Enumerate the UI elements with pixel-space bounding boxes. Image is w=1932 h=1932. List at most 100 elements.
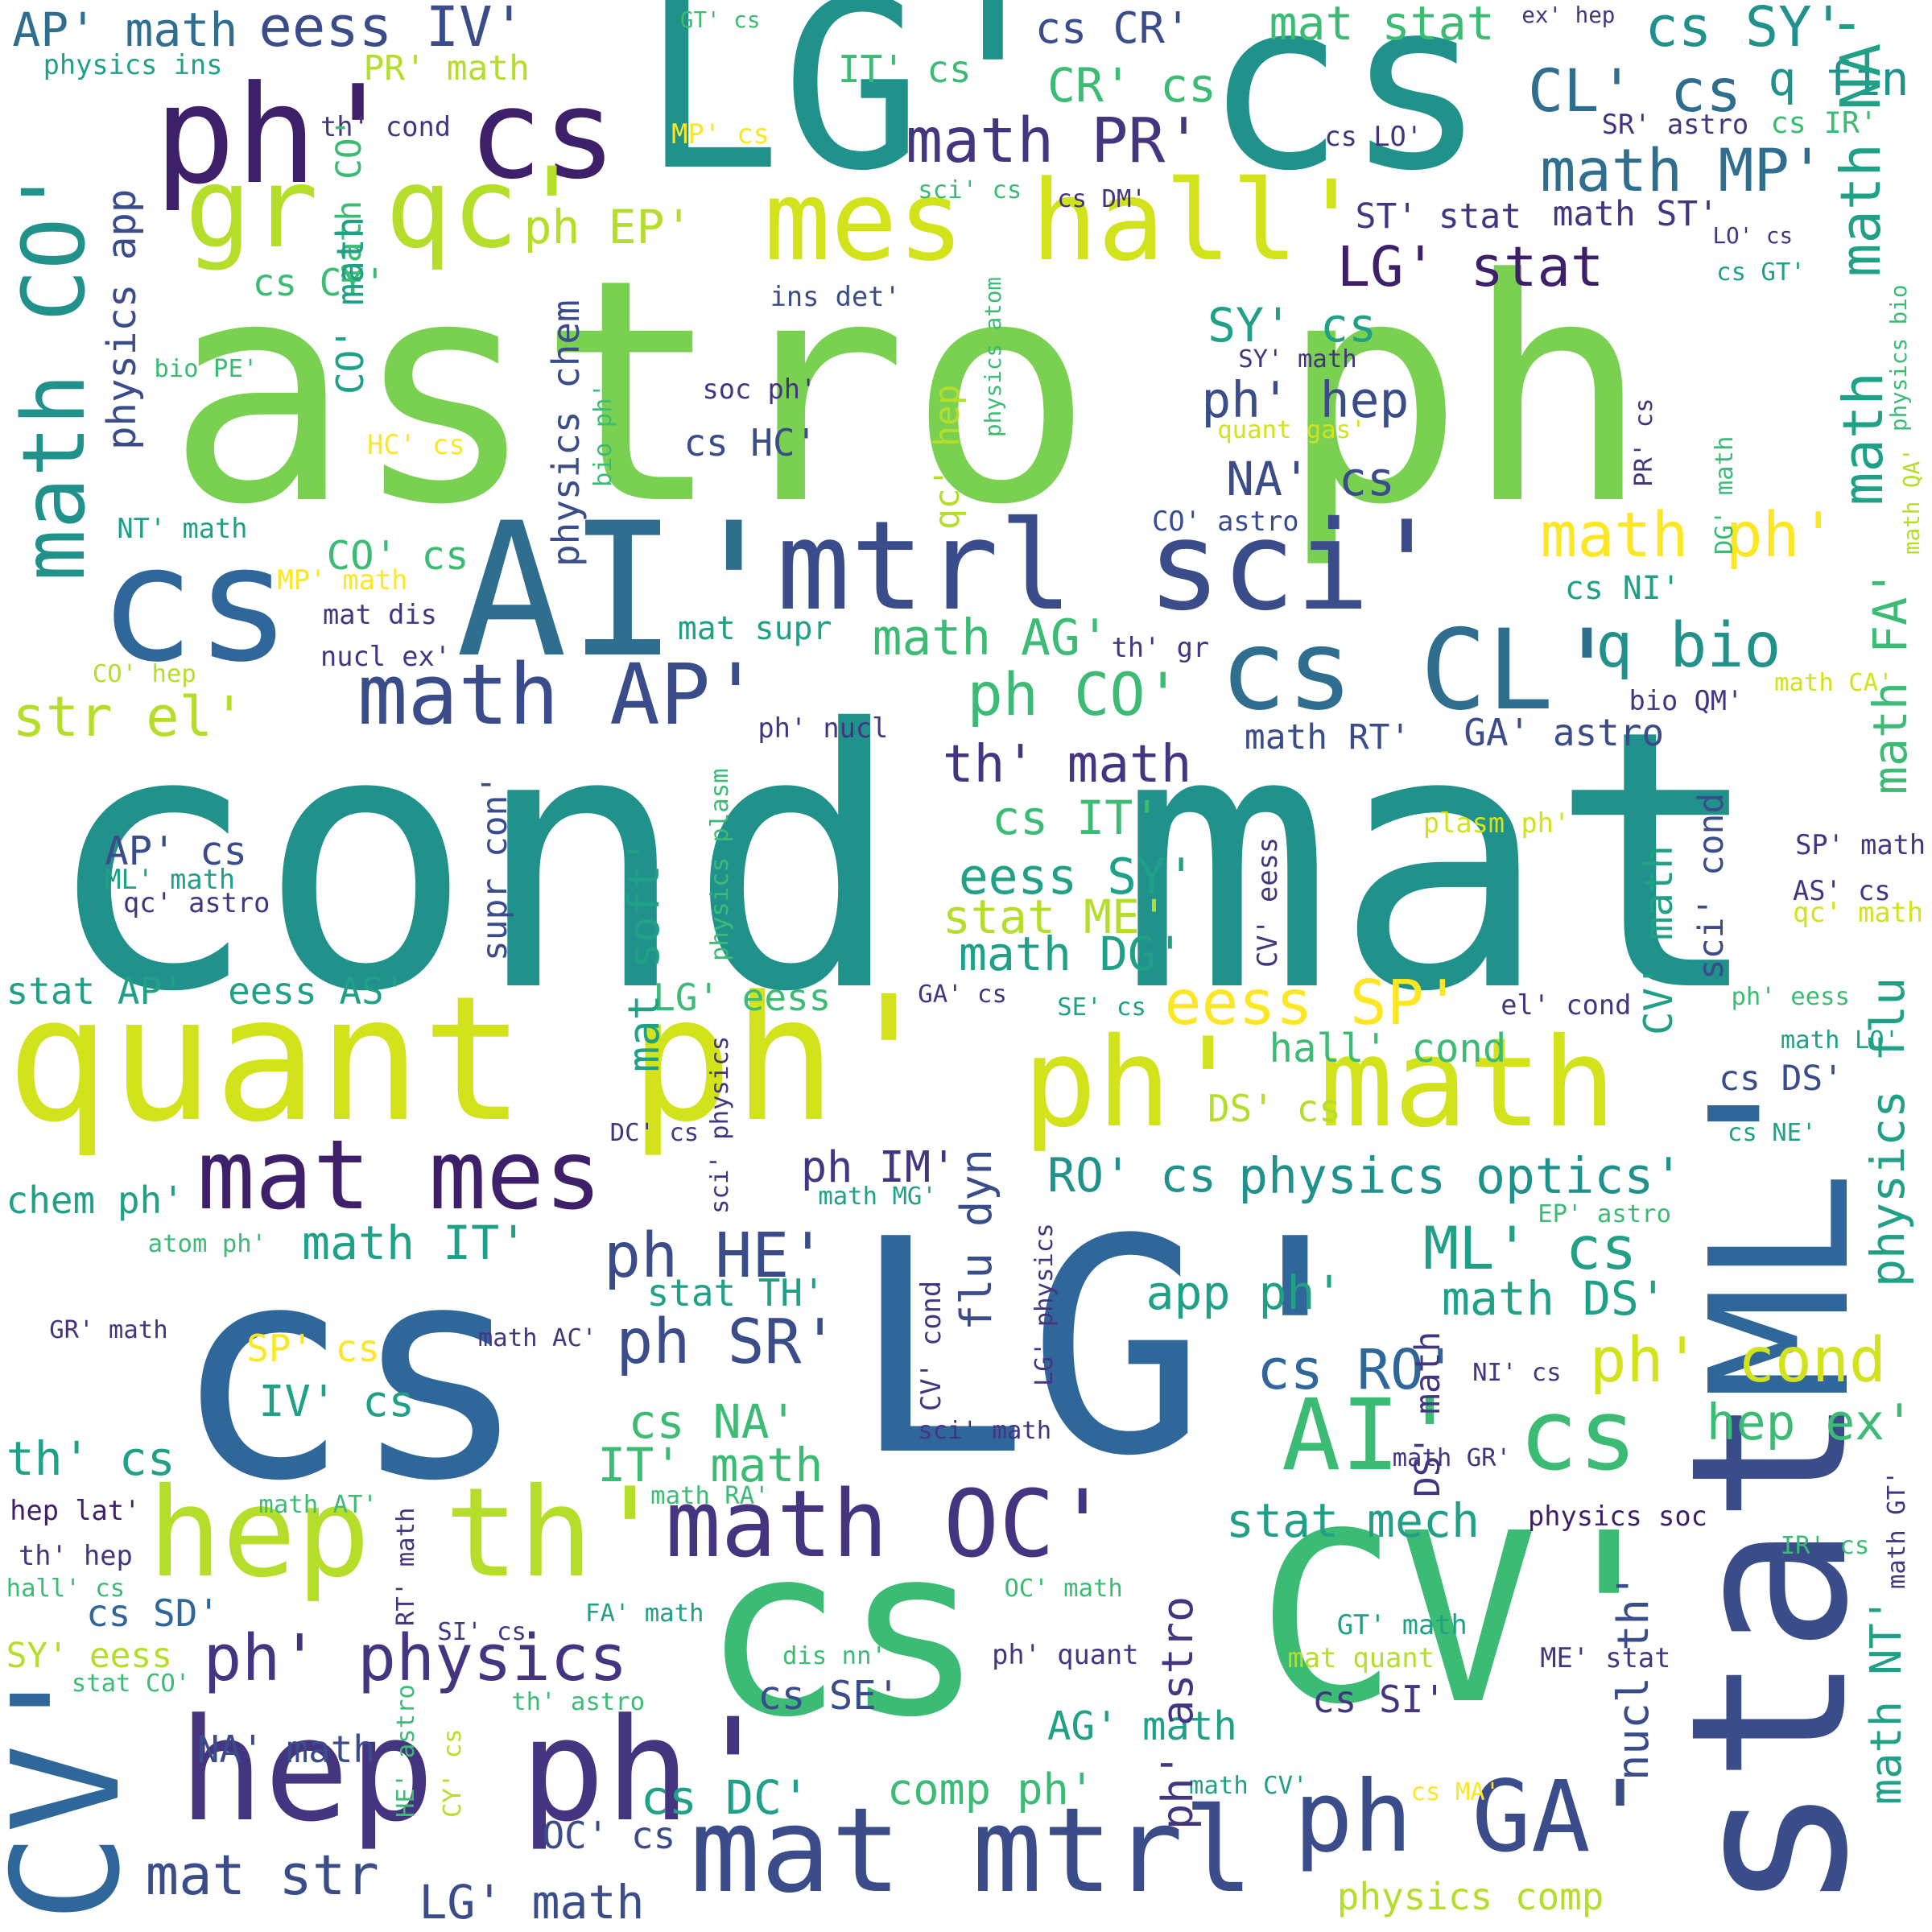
- cloud-word: ph' quant: [992, 1638, 1139, 1670]
- cloud-word: ST' stat: [1355, 196, 1522, 237]
- cloud-word: cs MA': [1410, 1777, 1501, 1806]
- cloud-word: CV' cond: [915, 1280, 947, 1411]
- cloud-word: physics bio: [1886, 284, 1913, 431]
- cloud-word: cs SI': [1312, 1678, 1446, 1722]
- cloud-word: sci' cs: [918, 175, 1022, 204]
- cloud-word: PR' math: [363, 48, 530, 89]
- cloud-word: cs SY': [1645, 0, 1846, 60]
- cloud-word: math MP': [1540, 137, 1826, 206]
- cloud-word: math RA': [650, 1482, 770, 1511]
- cloud-word: nucl th': [1608, 1572, 1659, 1781]
- cloud-word: qc' hep: [927, 384, 968, 530]
- cloud-word: stat: [1645, 1393, 1897, 1914]
- cloud-word: GA' cs: [918, 980, 1007, 1009]
- cloud-word: MP' math: [277, 564, 408, 597]
- cloud-word: CL' cs: [1527, 56, 1742, 126]
- cloud-word: sci' math: [918, 1417, 1052, 1446]
- cloud-word: comp ph': [887, 1764, 1096, 1815]
- cloud-word: HC' cs: [367, 428, 465, 460]
- cloud-word: LG' math: [419, 1875, 645, 1930]
- cloud-word: RO' cs: [1047, 1148, 1217, 1203]
- cloud-word: bio ph': [588, 382, 617, 487]
- cloud-word: math DG': [958, 926, 1184, 981]
- cloud-word: bio QM': [1629, 685, 1744, 717]
- cloud-word: CR' cs: [1047, 57, 1217, 113]
- cloud-word: cs: [468, 63, 617, 207]
- cloud-word: math RT': [1244, 717, 1411, 758]
- cloud-word: ex' hep: [1521, 2, 1616, 29]
- cloud-word: astro ph: [166, 214, 1650, 573]
- cloud-word: CY' cs: [438, 1728, 467, 1818]
- cloud-word: cs CY': [252, 261, 386, 305]
- cloud-word: ML' math: [105, 864, 236, 896]
- cloud-word: math MG': [818, 1183, 937, 1212]
- cloud-word: hep ex': [1706, 1394, 1914, 1452]
- cloud-word: SY' math: [1238, 345, 1357, 374]
- cloud-word: math ST': [1552, 193, 1719, 234]
- cloud-word: chem ph': [6, 1179, 184, 1223]
- cloud-word: plasm ph': [1422, 807, 1571, 839]
- cloud-word: SY' cs: [1208, 298, 1377, 353]
- cloud-word: LG' physics: [1030, 1223, 1059, 1386]
- cloud-word: eess SP': [1164, 968, 1461, 1040]
- cloud-word: soc ph': [702, 373, 817, 405]
- cloud-word: IT' math: [597, 1437, 824, 1492]
- cloud-word: math NT': [1860, 1597, 1911, 1806]
- cloud-word: ph' nucl: [758, 712, 889, 744]
- cloud-word: FA' math: [585, 1599, 704, 1628]
- cloud-word: qc' math: [1793, 897, 1924, 929]
- cloud-word: AS' cs: [1793, 874, 1891, 906]
- cloud-word: ph IM': [800, 1141, 957, 1193]
- cloud-word: th' astro: [511, 1688, 646, 1716]
- cloud-word: hep lat': [10, 1494, 141, 1526]
- cloud-word: cs DS': [1719, 1059, 1843, 1100]
- cloud-word: bio PE': [154, 354, 258, 383]
- cloud-word: SP' cs: [246, 1327, 380, 1371]
- cloud-word: mat soft': [617, 838, 669, 1072]
- cloud-word: cs LO': [1324, 121, 1422, 153]
- cloud-word: AI': [456, 483, 790, 699]
- cloud-word: CO' astro: [1152, 505, 1299, 537]
- cloud-word: th' hep: [18, 1540, 133, 1572]
- cloud-word: stat AP': [6, 969, 184, 1013]
- cloud-word: math AG': [872, 609, 1110, 667]
- cloud-word: SY' eess: [6, 1635, 172, 1676]
- cloud-word: cond mat: [43, 654, 1765, 1071]
- cloud-word: math CV': [1189, 1772, 1308, 1801]
- cloud-word: mat supr: [677, 610, 832, 648]
- cloud-word: GR' math: [49, 1315, 168, 1344]
- cloud-word: LG': [850, 1176, 1385, 1521]
- cloud-word: SE' cs: [1057, 993, 1146, 1022]
- cloud-word: GT' cs: [679, 7, 761, 34]
- cloud-word: physics soc: [1527, 1501, 1707, 1533]
- cloud-word: hep th': [147, 1462, 667, 1606]
- cloud-word: quant gas': [1217, 416, 1366, 445]
- cloud-word: gr qc': [184, 144, 586, 274]
- cloud-word: math NA': [1828, 10, 1893, 278]
- cloud-word: ph GA': [1294, 1759, 1650, 1875]
- cloud-word: math AT': [258, 1491, 378, 1520]
- cloud-word: math: [1831, 371, 1896, 506]
- cloud-word: eess IV': [258, 0, 526, 60]
- cloud-word: mat mes: [196, 1119, 602, 1232]
- cloud-word: math PR': [906, 105, 1203, 177]
- cloud-word: AP' cs: [105, 828, 247, 875]
- cloud-word: DS' math: [1407, 1331, 1448, 1497]
- cloud-word: cs CR': [1034, 2, 1191, 53]
- cloud-word: SP' math: [1795, 829, 1926, 861]
- cloud-word: ph' eess: [1731, 983, 1850, 1012]
- cloud-word: OC' math: [1004, 1575, 1123, 1604]
- cloud-word: LG' stat: [1336, 235, 1604, 300]
- cloud-word: cs HC': [683, 421, 818, 465]
- cloud-word: SI' cs: [437, 1617, 526, 1646]
- cloud-word: PR' cs: [1630, 398, 1659, 487]
- cloud-word: hall' cs: [6, 1575, 126, 1604]
- cloud-word: math IT': [302, 1216, 528, 1271]
- cloud-word: th' cs: [6, 1431, 175, 1487]
- cloud-word: ph' physics: [203, 1620, 628, 1696]
- cloud-word: NA' cs: [1225, 452, 1396, 507]
- cloud-word: math AP': [357, 646, 762, 745]
- cloud-word: OC' cs: [542, 1813, 676, 1857]
- cloud-word: ME' stat: [1540, 1642, 1671, 1674]
